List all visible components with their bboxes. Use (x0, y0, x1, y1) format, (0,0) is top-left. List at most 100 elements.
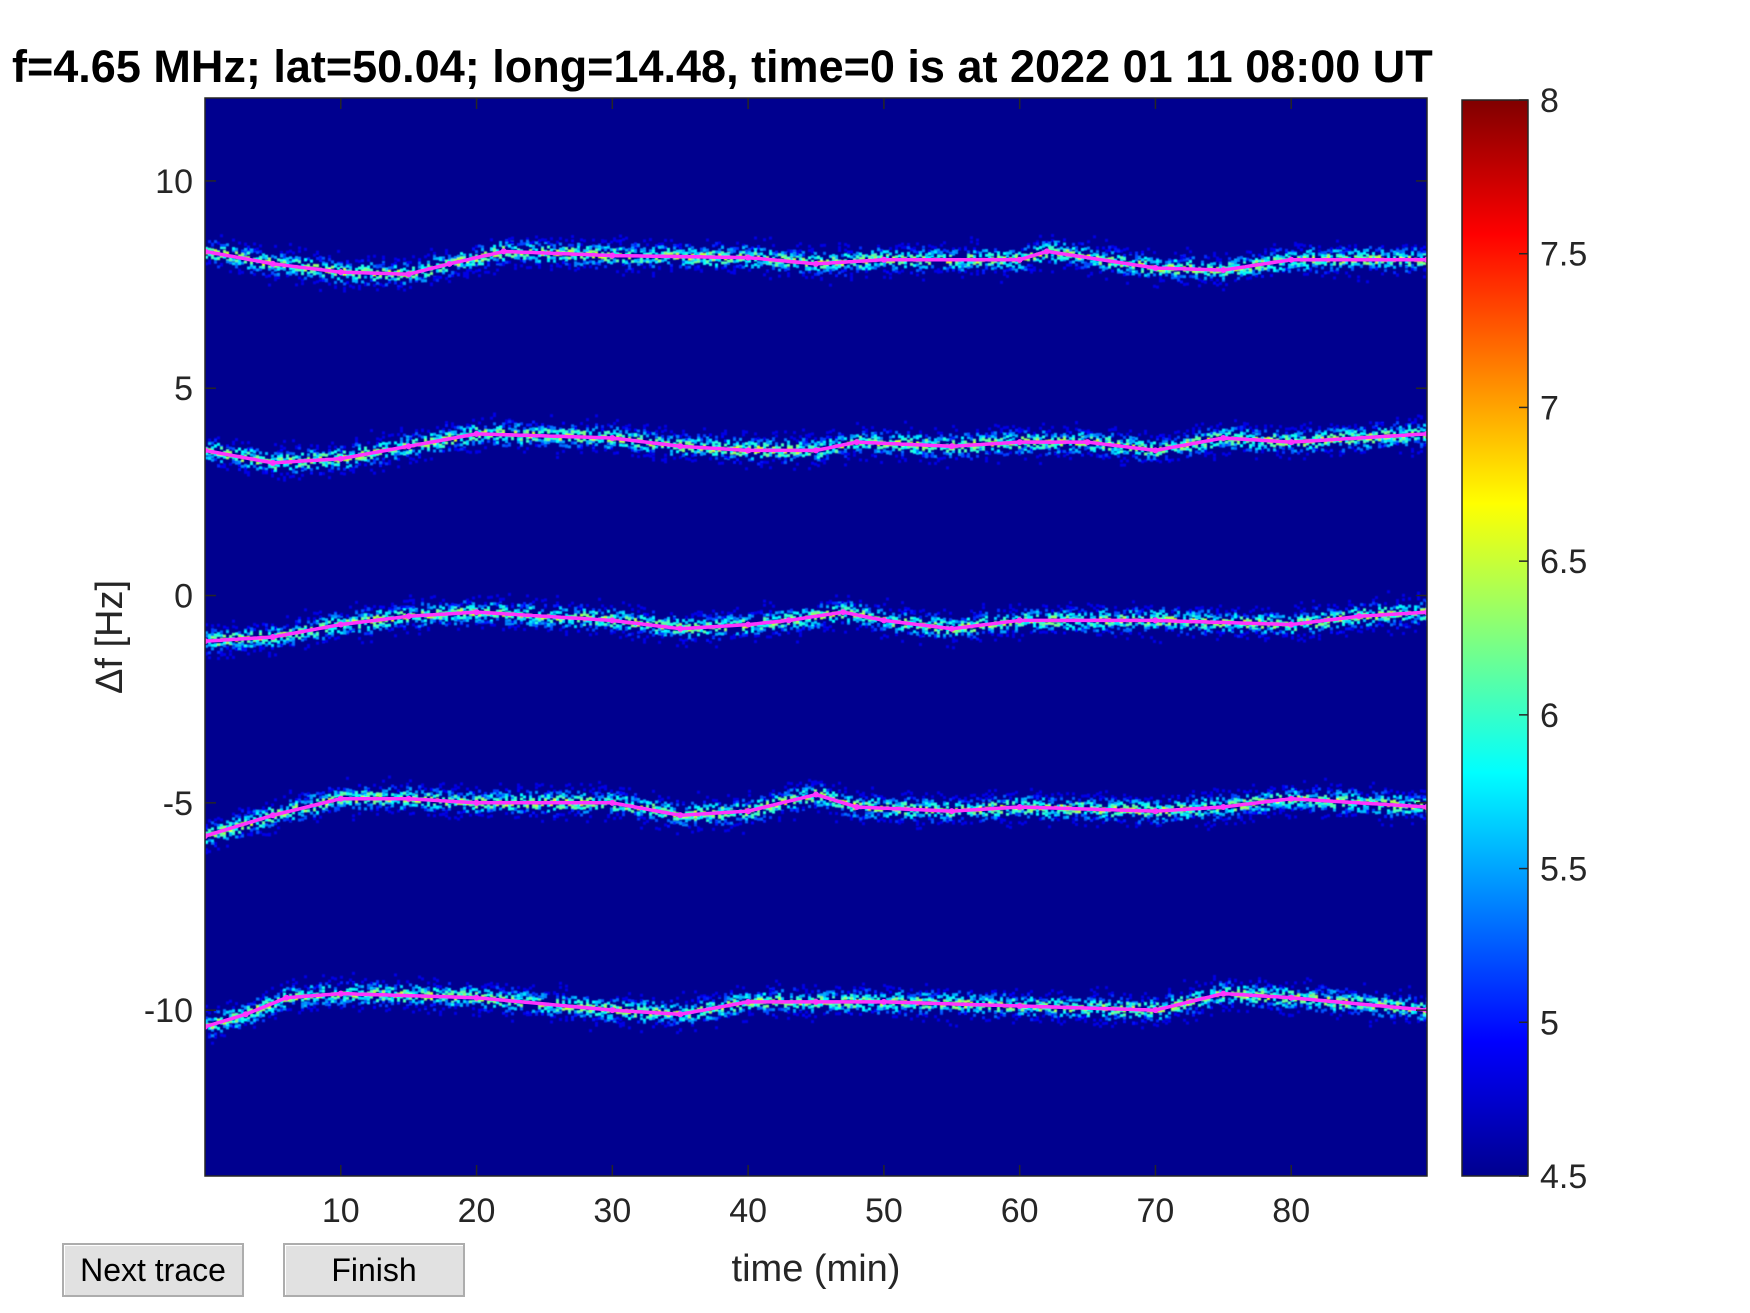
signal-speckle-cell (1108, 447, 1111, 451)
signal-speckle-cell (940, 254, 943, 258)
signal-speckle-cell (466, 425, 469, 429)
signal-speckle-cell (493, 428, 496, 432)
signal-speckle-cell (838, 432, 841, 436)
signal-speckle-cell (274, 264, 277, 268)
signal-speckle-cell (463, 441, 466, 445)
signal-speckle-cell (298, 464, 301, 468)
signal-speckle-cell (910, 254, 913, 258)
signal-speckle-cell (655, 252, 658, 256)
signal-speckle-cell (256, 247, 259, 251)
signal-speckle-cell (538, 239, 541, 243)
signal-speckle-cell (382, 435, 385, 439)
signal-speckle-cell (244, 463, 247, 467)
signal-speckle-cell (733, 260, 736, 264)
signal-speckle-cell (604, 255, 607, 259)
signal-speckle-cell (499, 435, 502, 439)
signal-speckle-cell (379, 451, 382, 455)
signal-speckle-cell (937, 248, 940, 252)
signal-speckle-cell (388, 441, 391, 445)
signal-speckle-cell (1192, 275, 1195, 279)
signal-speckle-cell (313, 456, 316, 460)
signal-speckle-cell (343, 472, 346, 476)
signal-speckle-cell (1192, 264, 1195, 268)
signal-speckle-cell (748, 458, 751, 462)
signal-speckle-cell (1249, 270, 1252, 274)
signal-speckle-cell (727, 269, 730, 273)
signal-speckle-cell (523, 255, 526, 259)
signal-speckle-cell (547, 245, 550, 249)
signal-speckle-cell (466, 440, 469, 444)
signal-speckle-cell (493, 422, 496, 426)
signal-speckle-cell (820, 244, 823, 248)
signal-speckle-cell (1294, 261, 1297, 265)
signal-speckle-cell (463, 264, 466, 268)
signal-speckle-cell (1168, 264, 1171, 268)
signal-speckle-cell (874, 434, 877, 438)
signal-speckle-cell (298, 455, 301, 459)
signal-speckle-cell (985, 434, 988, 438)
signal-speckle-cell (754, 442, 757, 446)
signal-speckle-cell (790, 249, 793, 253)
signal-speckle-cell (1270, 248, 1273, 252)
signal-speckle-cell (1258, 268, 1261, 272)
signal-speckle-cell (433, 276, 436, 280)
signal-speckle-cell (472, 262, 475, 266)
signal-speckle-cell (292, 470, 295, 474)
signal-speckle-cell (439, 445, 442, 449)
signal-speckle-cell (769, 259, 772, 263)
signal-speckle-cell (592, 255, 595, 259)
signal-speckle-cell (520, 253, 523, 257)
signal-speckle-cell (1087, 262, 1090, 266)
signal-speckle-cell (781, 263, 784, 267)
signal-speckle-cell (817, 270, 820, 274)
signal-speckle-cell (1252, 272, 1255, 276)
signal-speckle-cell (1234, 258, 1237, 262)
signal-speckle-cell (307, 456, 310, 460)
signal-speckle-cell (736, 241, 739, 245)
signal-speckle-cell (1030, 270, 1033, 274)
signal-speckle-cell (1225, 272, 1228, 276)
signal-speckle-cell (253, 248, 256, 252)
signal-speckle-cell (298, 260, 301, 264)
signal-speckle-cell (658, 426, 661, 430)
signal-speckle-cell (520, 436, 523, 440)
signal-speckle-cell (562, 440, 565, 444)
signal-speckle-cell (547, 429, 550, 433)
signal-speckle-cell (934, 250, 937, 254)
signal-speckle-cell (334, 463, 337, 467)
signal-speckle-cell (1318, 245, 1321, 249)
signal-speckle-cell (949, 452, 952, 456)
signal-speckle-cell (649, 259, 652, 263)
signal-speckle-cell (526, 266, 529, 270)
signal-speckle-cell (274, 457, 277, 461)
signal-speckle-cell (475, 269, 478, 273)
signal-speckle-cell (1189, 274, 1192, 278)
signal-speckle-cell (1342, 246, 1345, 250)
signal-speckle-cell (235, 458, 238, 462)
signal-speckle-cell (1273, 251, 1276, 255)
signal-speckle-cell (808, 452, 811, 456)
signal-speckle-cell (1357, 279, 1360, 283)
signal-speckle-cell (1066, 434, 1069, 438)
signal-speckle-cell (691, 439, 694, 443)
signal-speckle-cell (466, 272, 469, 276)
signal-speckle-cell (685, 265, 688, 269)
signal-speckle-cell (445, 251, 448, 255)
signal-speckle-cell (811, 432, 814, 436)
signal-speckle-cell (358, 444, 361, 448)
signal-speckle-cell (877, 263, 880, 267)
signal-speckle-cell (667, 435, 670, 439)
signal-speckle-cell (748, 259, 751, 263)
signal-speckle-cell (973, 250, 976, 254)
signal-speckle-cell (718, 442, 721, 446)
signal-speckle-cell (1099, 265, 1102, 269)
signal-speckle-cell (715, 456, 718, 460)
signal-speckle-cell (466, 262, 469, 266)
signal-speckle-cell (418, 455, 421, 459)
signal-speckle-cell (574, 248, 577, 252)
signal-speckle-cell (808, 434, 811, 438)
signal-speckle-cell (580, 439, 583, 443)
signal-speckle-cell (775, 446, 778, 450)
signal-speckle-cell (1054, 452, 1057, 456)
signal-speckle-cell (799, 258, 802, 262)
